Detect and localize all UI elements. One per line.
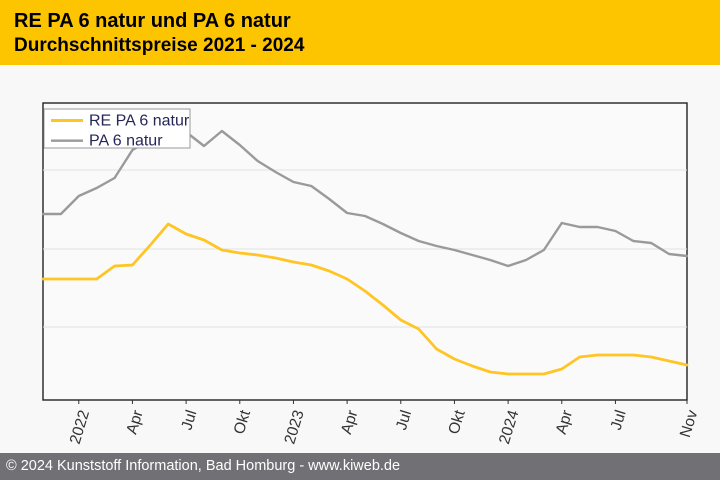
svg-text:PA 6 natur: PA 6 natur bbox=[89, 133, 163, 150]
svg-text:2022: 2022 bbox=[67, 408, 93, 446]
svg-text:RE PA 6 natur: RE PA 6 natur bbox=[89, 113, 190, 130]
svg-text:Apr: Apr bbox=[553, 408, 576, 436]
svg-text:Apr: Apr bbox=[123, 408, 146, 436]
svg-text:Okt: Okt bbox=[231, 408, 255, 437]
svg-text:Jul: Jul bbox=[608, 408, 630, 432]
svg-text:Okt: Okt bbox=[445, 408, 469, 437]
svg-text:2023: 2023 bbox=[281, 408, 307, 446]
svg-text:Nov: Nov bbox=[677, 408, 701, 440]
svg-text:Apr: Apr bbox=[338, 408, 361, 436]
svg-text:Jul: Jul bbox=[178, 408, 200, 432]
svg-text:Jul: Jul bbox=[393, 408, 415, 432]
svg-text:2024: 2024 bbox=[496, 408, 522, 446]
